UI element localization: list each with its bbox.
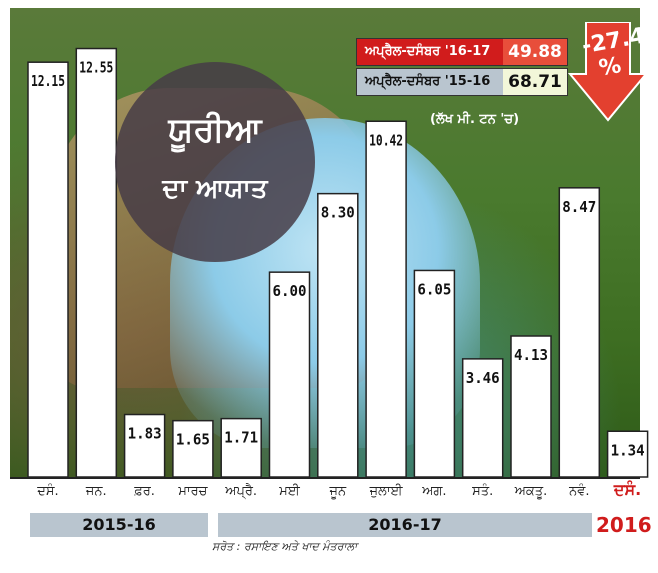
- bar-2: [123, 413, 166, 478]
- x-tick-label-9: ਸਤੰ.: [472, 484, 494, 499]
- summary-value: 68.71: [503, 69, 567, 95]
- summary-box-2015-16: ਅਪ੍ਰੈਲ-ਦਸੰਬਰ '15-16 68.71: [356, 68, 568, 96]
- x-tick-label-8: ਅਗ.: [422, 484, 447, 499]
- bar-6: [317, 192, 359, 478]
- x-tick-label-5: ਮਈ: [279, 484, 300, 499]
- x-tick-label-3: ਮਾਰਚ: [178, 484, 208, 499]
- data-label-4: 1.71: [224, 429, 258, 447]
- bar-10: [510, 335, 552, 478]
- data-label-5: 6.00: [273, 282, 307, 300]
- data-label-9: 3.46: [466, 369, 500, 387]
- summary-label: ਅਪ੍ਰੈਲ-ਦਸੰਬਰ '15-16: [357, 69, 505, 95]
- year-band-2015-16: 2015-16: [30, 513, 208, 537]
- data-label-10: 4.13: [514, 346, 548, 364]
- bar-7: [365, 120, 407, 478]
- bar-11: [558, 187, 601, 478]
- bar-8: [413, 269, 456, 478]
- data-label-6: 8.30: [321, 204, 355, 222]
- data-label-2: 1.83: [128, 425, 162, 443]
- chart-title: ਯੂਰੀਆ: [168, 110, 262, 150]
- x-axis-line: [10, 477, 640, 479]
- data-label-7: 10.42: [369, 131, 403, 149]
- x-tick-label-10: ਅਕਤੂ.: [514, 484, 548, 499]
- data-label-11: 8.47: [562, 198, 596, 216]
- x-tick-label-12: ਦਸੰ.: [613, 480, 642, 499]
- year-label-2016: 2016: [596, 513, 652, 537]
- bar-1: [75, 47, 118, 478]
- data-label-1: 12.55: [79, 59, 113, 77]
- title-disc: ਯੂਰੀਆ ਦਾ ਆਯਾਤ: [115, 62, 315, 262]
- x-tick-label-2: ਫ਼ਰ.: [134, 484, 155, 499]
- x-tick-label-7: ਜੁਲਾਈ: [369, 484, 403, 499]
- chart-subtitle: ਦਾ ਆਯਾਤ: [162, 174, 268, 204]
- change-percent: -27.4 %: [580, 23, 647, 82]
- data-label-0: 12.15: [31, 72, 65, 90]
- x-tick-label-1: ਜਨ.: [85, 484, 107, 499]
- data-label-3: 1.65: [176, 431, 210, 449]
- bar-0: [27, 61, 69, 478]
- summary-label: ਅਪ੍ਰੈਲ-ਦਸੰਬਰ '16-17: [357, 39, 505, 65]
- summary-value: 49.88: [503, 39, 567, 65]
- data-label-12: 1.34: [611, 441, 645, 459]
- x-tick-label-6: ਜੂਨ: [329, 484, 347, 499]
- down-arrow-icon: [568, 22, 648, 122]
- x-tick-label-4: ਅਪ੍ਰੈ.: [225, 484, 258, 499]
- bar-5: [268, 271, 311, 478]
- bar-9: [461, 358, 504, 478]
- source-note: ਸਰੋਤ : ਰਸਾਇਣ ਅਤੇ ਖਾਦ ਮੰਤਰਾਲਾ: [212, 540, 358, 553]
- x-tick-label-11: ਨਵੰ.: [569, 484, 590, 499]
- bar-12: [606, 430, 649, 478]
- bar-3: [172, 419, 214, 478]
- x-tick-label-0: ਦਸੰ.: [37, 484, 59, 499]
- year-band-2016-17: 2016-17: [218, 513, 592, 537]
- unit-label: (ਲੱਖ ਮੀ. ਟਨ 'ਚ): [430, 112, 520, 127]
- bar-4: [220, 417, 262, 478]
- data-label-8: 6.05: [417, 280, 451, 298]
- summary-box-2016-17: ਅਪ੍ਰੈਲ-ਦਸੰਬਰ '16-17 49.88: [356, 38, 568, 66]
